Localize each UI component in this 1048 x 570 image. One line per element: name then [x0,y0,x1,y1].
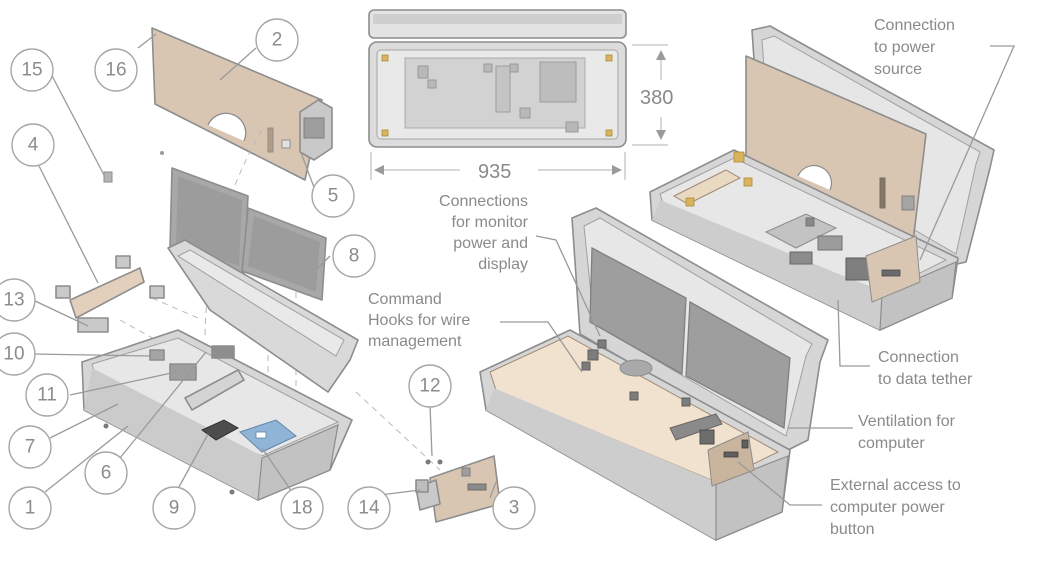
part-callout-4: 4 [11,123,55,167]
annotation-line: computer [858,435,925,452]
annotation-line: Connection [874,17,955,34]
exploded-view [55,27,501,523]
part-callout-8: 8 [332,234,376,278]
annotation-line: Command [368,291,442,308]
part-callout-15: 15 [10,48,54,92]
part-number: 12 [419,376,440,397]
part-number: 4 [28,135,39,156]
part-callout-2: 2 [255,18,299,62]
part-callout-5: 5 [311,174,355,218]
part-callout-11: 11 [25,373,69,417]
annotation-power-button: External access to computer power button [830,477,961,538]
part-callout-3: 3 [492,486,536,530]
part-number: 11 [37,385,57,406]
part-number: 13 [3,290,24,311]
annotation-line: to power [874,39,936,56]
annotation-line: display [478,256,528,273]
part-number: 1 [25,498,36,519]
annotation-ventilation: Ventilation for computer [858,413,956,452]
part-number: 6 [101,463,112,484]
part-number: 3 [509,498,520,519]
annotation-line: Hooks for wire [368,312,470,329]
assembled-open-view [479,207,829,541]
height-dimension-label: 380 [640,87,673,109]
annotation-line: Ventilation for [858,413,956,430]
top-view-case [368,9,627,148]
part-callout-6: 6 [84,451,128,495]
part-callout-12: 12 [408,364,452,408]
annotation-line: power and [453,235,528,252]
width-dimension: 935 [370,152,626,183]
annotation-power-source: Connection to power source [874,17,955,78]
annotation-line: to data tether [878,371,973,388]
assembled-back-view [649,25,995,331]
part-number: 10 [3,344,24,365]
part-callout-18: 18 [280,486,324,530]
part-number: 5 [328,186,339,207]
part-number: 16 [105,60,126,81]
annotation-line: button [830,521,874,538]
annotation-leader-lines [500,45,1015,506]
part-callout-14: 14 [347,486,391,530]
annotation-line: source [874,61,922,78]
annotation-line: Connection [878,349,959,366]
annotation-monitor-power: Connections for monitor power and displa… [439,193,529,273]
part-leader-lines [32,33,497,499]
annotation-line: management [368,333,462,350]
part-number: 2 [272,30,283,51]
part-callout-9: 9 [152,486,196,530]
height-dimension: 380 [632,44,673,146]
annotation-line: External access to [830,477,961,494]
part-callout-10: 10 [0,332,36,376]
annotation-command-hooks: Command Hooks for wire management [368,291,470,350]
annotation-data-tether: Connection to data tether [878,349,973,388]
annotation-line: computer power [830,499,945,516]
annotation-line: for monitor [452,214,529,231]
part-number: 18 [291,498,312,519]
part-number: 14 [358,498,380,519]
part-callout-7: 7 [8,425,52,469]
part-number: 9 [169,498,180,519]
part-callout-1: 1 [8,486,52,530]
part-number: 15 [21,60,42,81]
part-number: 7 [25,437,36,458]
annotation-line: Connections [439,193,528,210]
part-callout-16: 16 [94,48,138,92]
part-number: 8 [349,246,360,267]
width-dimension-label: 935 [478,161,511,183]
part-callout-13: 13 [0,278,36,322]
